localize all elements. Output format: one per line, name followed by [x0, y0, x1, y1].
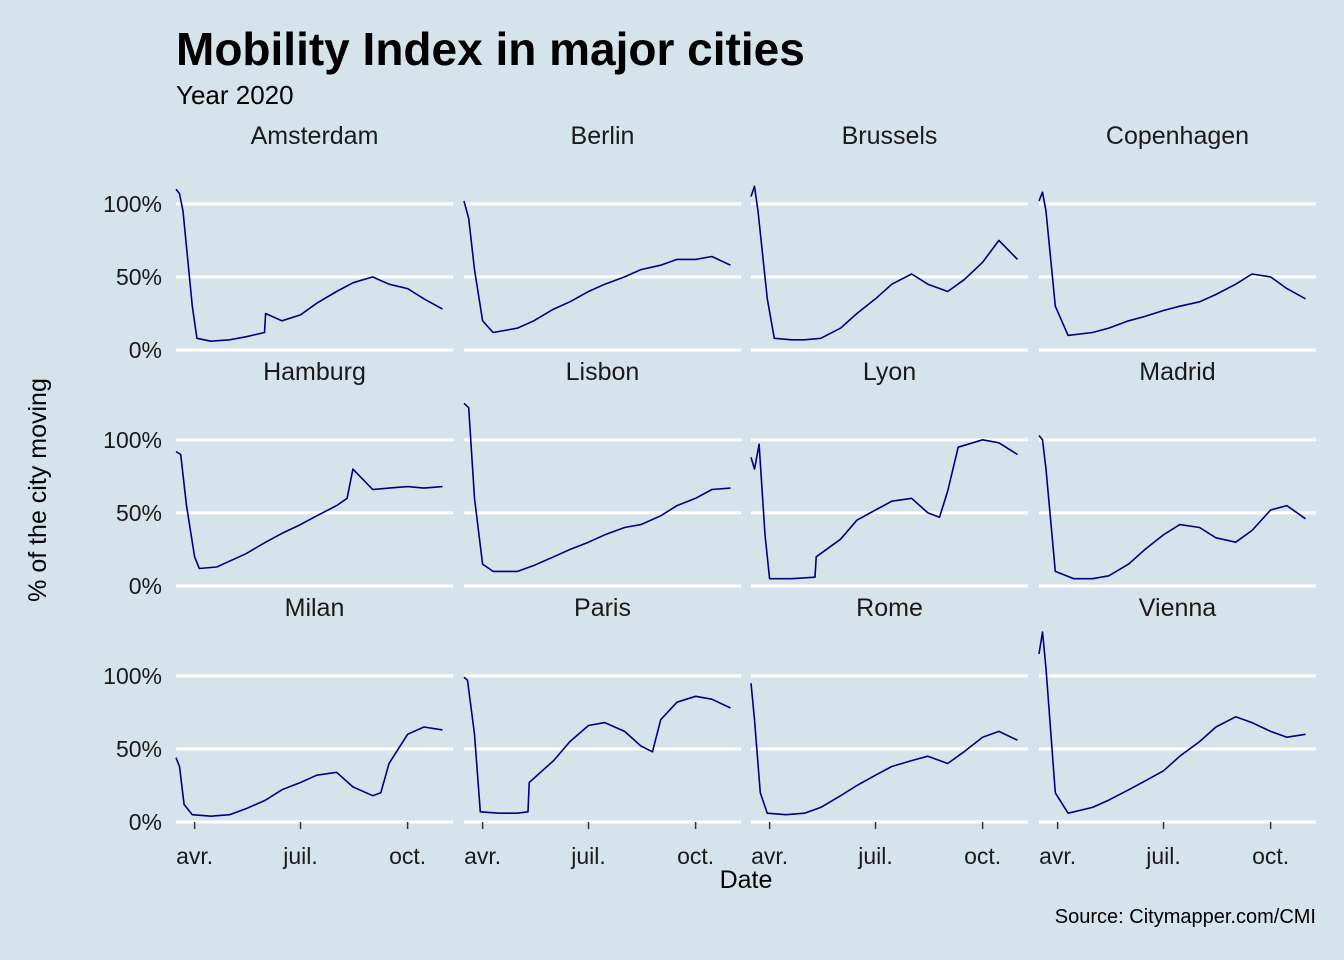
chart-title: Mobility Index in major cities	[176, 23, 805, 75]
facet-lisbon: Lisbon	[463, 358, 741, 588]
series-line-brussels	[750, 185, 1019, 341]
facet-hamburg: Hamburg 0% 50% 100%	[103, 358, 453, 599]
facet-milan: Milan 0% 50% 100% avr. juil. oct.	[103, 594, 453, 869]
series-line-rome	[750, 683, 1018, 816]
series-line-lisbon	[463, 402, 731, 573]
series-line-milan	[175, 726, 443, 817]
facet-label: Vienna	[1139, 594, 1216, 622]
facet-label: Rome	[856, 594, 923, 622]
x-tick-label: avr.	[464, 843, 501, 869]
facet-amsterdam: Amsterdam 0% 50% 100%	[103, 122, 453, 363]
chart-caption: Source: Citymapper.com/CMI	[1055, 906, 1316, 928]
series-line-amsterdam	[175, 188, 443, 342]
x-tick-label: oct.	[677, 843, 714, 869]
facet-lyon: Lyon	[750, 358, 1028, 588]
series-line-hamburg	[175, 450, 443, 570]
x-tick-label: avr.	[751, 843, 788, 869]
facet-label: Brussels	[842, 122, 938, 150]
facet-label: Copenhagen	[1106, 122, 1249, 150]
series-line-madrid	[1038, 434, 1306, 580]
facet-rome: Rome avr. juil. oct.	[750, 594, 1028, 869]
facet-label: Paris	[574, 594, 631, 622]
x-tick-label: avr.	[1039, 843, 1076, 869]
x-tick-label: juil.	[857, 843, 893, 869]
facet-madrid: Madrid	[1038, 358, 1316, 588]
x-tick-label: oct.	[964, 843, 1001, 869]
facet-label: Berlin	[571, 122, 635, 150]
y-axis-title: % of the city moving	[24, 378, 52, 602]
facet-label: Amsterdam	[251, 122, 379, 150]
facet-panels: Amsterdam 0% 50% 100% Berlin Brussels Copenhag…	[103, 122, 1316, 869]
series-line-berlin	[463, 200, 731, 334]
y-tick-label: 100%	[103, 663, 162, 689]
x-tick-label: juil.	[1145, 843, 1181, 869]
x-axis-title: Date	[720, 866, 773, 894]
chart-subtitle: Year 2020	[176, 80, 294, 110]
y-tick-label: 0%	[129, 809, 162, 835]
series-line-vienna	[1038, 631, 1306, 814]
facet-label: Hamburg	[263, 358, 366, 386]
y-tick-label: 100%	[103, 427, 162, 453]
series-line-paris	[463, 676, 731, 814]
series-line-copenhagen	[1038, 191, 1306, 337]
facet-copenhagen: Copenhagen	[1038, 122, 1316, 352]
facet-label: Lyon	[863, 358, 916, 386]
y-tick-label: 50%	[116, 264, 162, 290]
facet-label: Madrid	[1139, 358, 1215, 386]
y-tick-label: 0%	[129, 573, 162, 599]
facet-label: Milan	[285, 594, 345, 622]
y-tick-label: 50%	[116, 736, 162, 762]
facet-berlin: Berlin	[463, 122, 741, 352]
x-tick-label: oct.	[389, 843, 426, 869]
x-tick-label: avr.	[176, 843, 213, 869]
facet-brussels: Brussels	[750, 122, 1028, 352]
facet-vienna: Vienna avr. juil. oct.	[1038, 594, 1316, 869]
facet-label: Lisbon	[566, 358, 640, 386]
y-tick-label: 100%	[103, 191, 162, 217]
facet-paris: Paris avr. juil. oct.	[463, 594, 741, 869]
x-tick-label: juil.	[282, 843, 318, 869]
series-line-lyon	[750, 439, 1018, 580]
y-tick-label: 0%	[129, 337, 162, 363]
x-tick-label: oct.	[1252, 843, 1289, 869]
x-tick-label: juil.	[570, 843, 606, 869]
y-tick-label: 50%	[116, 500, 162, 526]
